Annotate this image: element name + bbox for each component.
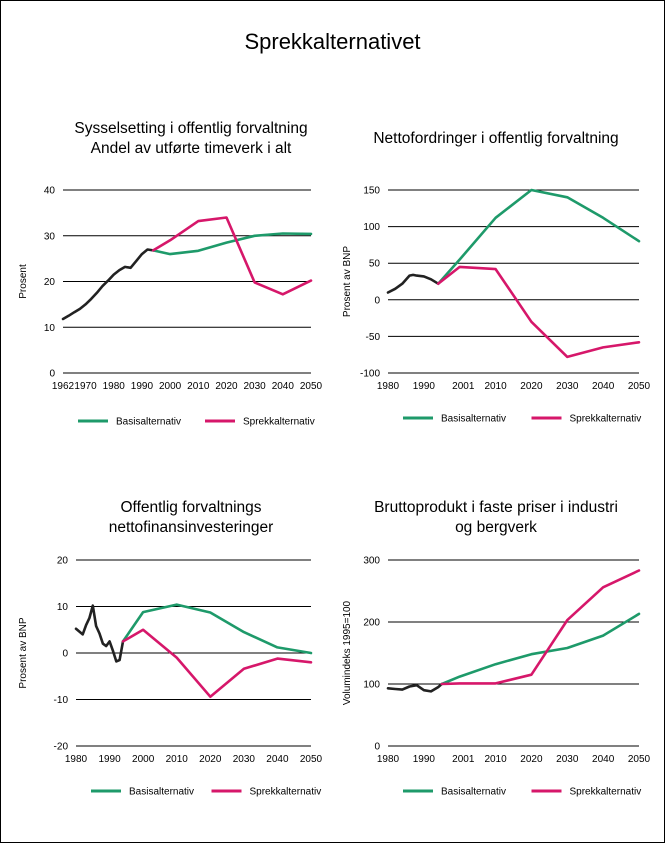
chart-3-x-tick-label: 2040 xyxy=(266,754,289,765)
chart-1-x-tick-label: 1990 xyxy=(131,381,154,392)
chart-1-x-tick-label: 1970 xyxy=(74,381,97,392)
chart-1-x-tick-label: 2050 xyxy=(300,381,323,392)
chart-1-y-axis-label: Prosent xyxy=(18,264,29,299)
chart-1-y-tick-label: 0 xyxy=(49,369,55,380)
chart-3-x-tick-label: 2030 xyxy=(233,754,256,765)
chart-2-x-tick-label: 2010 xyxy=(484,381,507,392)
chart-3-series-basis xyxy=(121,603,313,655)
chart-2-legend-label-basis: Basisalternativ xyxy=(441,414,506,425)
chart-3-y-tick-label: -10 xyxy=(54,695,69,706)
chart-4-y-axis-label: Volumindeks 1995=100 xyxy=(342,600,353,705)
chart-2-y-tick-label: -50 xyxy=(366,332,381,343)
chart-3-x-tick-label: 2000 xyxy=(132,754,155,765)
chart-3-series-historical xyxy=(74,604,125,663)
chart-4-series-basis xyxy=(440,612,641,686)
chart-2-series-basis xyxy=(436,188,641,286)
chart-4-y-tick-label: 300 xyxy=(363,556,380,567)
chart-2-legend-label-sprekk: Sprekkalternativ xyxy=(570,414,642,425)
chart-3-y-tick-label: 20 xyxy=(57,556,69,567)
page-title: Sprekkalternativet xyxy=(244,29,421,54)
chart-1-series-basis xyxy=(151,232,313,256)
chart-3-series-sprekk xyxy=(121,628,313,699)
chart-3-y-tick-label: 10 xyxy=(57,602,69,613)
chart-2-x-tick-label: 1980 xyxy=(377,381,400,392)
chart-1-x-tick-label: 1962 xyxy=(52,381,75,392)
chart-2-x-tick-label: 2030 xyxy=(556,381,579,392)
chart-1-series-historical xyxy=(61,248,155,321)
chart-4-x-tick-label: 2040 xyxy=(592,754,615,765)
chart-4-x-tick-label: 2030 xyxy=(556,754,579,765)
chart-2-y-tick-label: 150 xyxy=(363,186,380,197)
chart-2-series-sprekk xyxy=(436,265,641,359)
chart-4-y-tick-label: 200 xyxy=(363,618,380,629)
chart-3-y-axis-label: Prosent av BNP xyxy=(18,617,29,688)
chart-4-x-tick-label: 2050 xyxy=(628,754,651,765)
chart-1-x-tick-label: 1980 xyxy=(103,381,126,392)
chart-2-x-tick-label: 2040 xyxy=(592,381,615,392)
chart-4-x-tick-label: 2001 xyxy=(452,754,475,765)
chart-3-y-tick-label: 0 xyxy=(62,649,68,660)
chart-1-y-tick-label: 40 xyxy=(44,186,56,197)
chart-4-x-tick-label: 1980 xyxy=(377,754,400,765)
chart-1-x-tick-label: 2040 xyxy=(272,381,295,392)
chart-1-y-tick-label: 10 xyxy=(44,323,56,334)
chart-4-legend-label-basis: Basisalternativ xyxy=(441,787,506,798)
chart-1-x-tick-label: 2010 xyxy=(187,381,210,392)
chart-1-legend-label-basis: Basisalternativ xyxy=(116,417,181,428)
chart-1-y-tick-label: 30 xyxy=(44,231,56,242)
chart-1-series-sprekk xyxy=(151,216,313,296)
chart-4-title: Bruttoprodukt i faste priser i industri … xyxy=(374,499,618,536)
chart-2-y-tick-label: -100 xyxy=(360,369,380,380)
chart-1-x-tick-label: 2030 xyxy=(244,381,267,392)
chart-4-y-tick-label: 100 xyxy=(363,680,380,691)
chart-4-y-tick-label: 0 xyxy=(374,742,380,753)
chart-4-series-historical xyxy=(386,682,444,693)
chart-2-title: Nettofordringer i offentlig forvaltning xyxy=(373,130,619,147)
chart-2-x-tick-label: 1990 xyxy=(413,381,436,392)
chart-1-title: Sysselsetting i offentlig forvaltning An… xyxy=(74,120,308,157)
chart-1-legend-label-sprekk: Sprekkalternativ xyxy=(243,417,315,428)
chart-4-x-tick-label: 2020 xyxy=(520,754,543,765)
chart-2-y-axis-label: Prosent av BNP xyxy=(342,246,353,317)
chart-3-legend-label-sprekk: Sprekkalternativ xyxy=(250,787,322,798)
chart-3-x-tick-label: 2050 xyxy=(300,754,323,765)
chart-2-y-tick-label: 0 xyxy=(374,295,380,306)
chart-4-series-sprekk xyxy=(440,569,641,686)
chart-2-x-tick-label: 2020 xyxy=(520,381,543,392)
chart-3-x-tick-label: 2010 xyxy=(166,754,189,765)
chart-3-legend-label-basis: Basisalternativ xyxy=(129,787,194,798)
chart-3-x-tick-label: 2020 xyxy=(199,754,222,765)
chart-4-x-tick-label: 1990 xyxy=(413,754,436,765)
chart-4-legend-label-sprekk: Sprekkalternativ xyxy=(570,787,642,798)
chart-1-y-tick-label: 20 xyxy=(44,277,56,288)
chart-3-y-tick-label: -20 xyxy=(54,742,69,753)
chart-2-y-tick-label: 100 xyxy=(363,222,380,233)
chart-3-x-tick-label: 1980 xyxy=(65,754,88,765)
chart-1-x-tick-label: 2000 xyxy=(159,381,182,392)
chart-2-series-historical xyxy=(386,273,440,294)
chart-2-x-tick-label: 2001 xyxy=(452,381,475,392)
chart-3-x-tick-label: 1990 xyxy=(98,754,121,765)
chart-2-y-tick-label: 50 xyxy=(369,259,381,270)
chart-4-x-tick-label: 2010 xyxy=(484,754,507,765)
chart-2-x-tick-label: 2050 xyxy=(628,381,651,392)
chart-3-title: Offentlig forvaltnings nettofinansinvest… xyxy=(108,499,274,536)
chart-1-x-tick-label: 2020 xyxy=(215,381,238,392)
